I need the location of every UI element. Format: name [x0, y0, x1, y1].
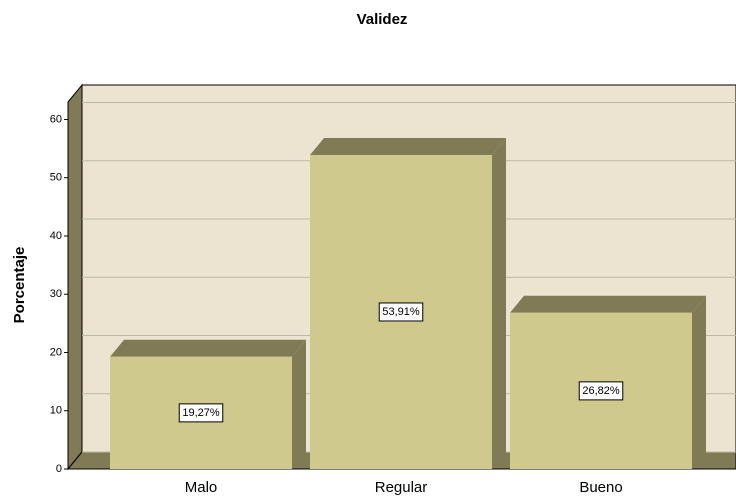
x-tick-label: Regular	[375, 479, 428, 496]
bar-side	[292, 339, 306, 469]
y-axis-label: Porcentaje	[11, 247, 28, 324]
value-label-box	[378, 302, 424, 322]
bar-top	[510, 295, 706, 313]
y-tick-label: 30	[50, 288, 62, 300]
value-label: 19,27%	[182, 407, 220, 419]
y-tick-label: 60	[50, 113, 62, 125]
value-label-box	[578, 381, 624, 401]
x-tick-label: Bueno	[579, 479, 622, 496]
y-tick-label: 50	[50, 172, 62, 184]
value-label-box	[178, 403, 224, 423]
bar-side	[692, 295, 706, 469]
y-tick-label: 0	[56, 463, 62, 475]
y-tick-label: 10	[50, 405, 62, 417]
bar-top	[310, 137, 506, 155]
x-tick-label: Malo	[185, 479, 218, 496]
bar-top	[110, 339, 306, 357]
bar-side	[492, 137, 506, 469]
value-label: 53,91%	[382, 306, 420, 318]
y-tick-label: 40	[50, 230, 62, 242]
chart-title: Validez	[357, 11, 408, 28]
left-wall	[67, 83, 83, 471]
value-label: 26,82%	[582, 385, 620, 397]
y-tick-label: 20	[50, 346, 62, 358]
